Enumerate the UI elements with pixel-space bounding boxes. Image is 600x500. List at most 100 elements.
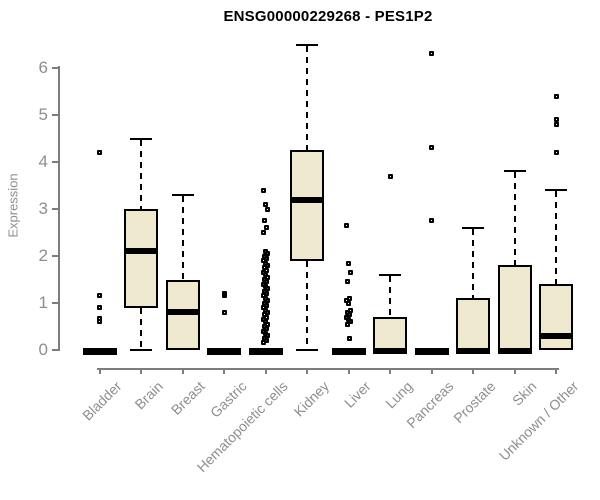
hematopoietic-cells-outlier [265, 206, 270, 212]
x-tick-prostate [472, 368, 474, 374]
hematopoietic-cells-collapsed-box [248, 348, 283, 355]
y-tick-label-1: 1 [38, 293, 48, 312]
y-tick-label-0: 0 [38, 340, 48, 359]
y-tick-2 [52, 255, 58, 257]
kidney-whisker-cap-upper [296, 43, 318, 46]
hematopoietic-cells-outlier [264, 225, 269, 231]
brain-whisker-lower [140, 307, 142, 349]
hematopoietic-cells-outlier [261, 340, 266, 346]
bladder-outlier [97, 293, 102, 299]
x-tick-skin [513, 368, 516, 374]
breast-median [165, 309, 200, 316]
prostate-median [456, 348, 490, 354]
y-tick-label-5: 5 [38, 105, 48, 124]
hematopoietic-cells-outlier [263, 201, 268, 207]
kidney-whisker-lower [306, 260, 308, 349]
gastric-collapsed-box [207, 348, 241, 355]
unknown-other-whisker-upper [555, 191, 557, 285]
skin-box [497, 265, 532, 350]
hematopoietic-cells-outlier [261, 187, 266, 193]
x-tick-unknown-other [555, 368, 557, 374]
liver-outlier [348, 269, 353, 275]
hematopoietic-cells-outlier [262, 218, 267, 224]
prostate-whisker-cap-upper [462, 226, 484, 229]
x-tick-lung [389, 368, 391, 374]
unknown-other-box [539, 284, 573, 350]
brain-median [124, 248, 158, 255]
unknown-other-whisker-cap-upper [545, 189, 567, 192]
prostate-box [456, 298, 490, 350]
bladder-collapsed-box [82, 348, 117, 355]
brain-whisker-upper [140, 139, 142, 209]
y-tick-1 [52, 302, 58, 304]
x-tick-liver [347, 368, 350, 374]
skin-whisker-upper [513, 172, 516, 266]
bladder-outlier [97, 150, 102, 156]
kidney-box [290, 150, 324, 261]
brain-whisker-cap-upper [130, 137, 152, 140]
liver-collapsed-box [331, 348, 366, 355]
y-tick-label-4: 4 [38, 152, 48, 171]
y-tick-6 [52, 67, 58, 69]
x-label-lung: Lung [381, 378, 416, 412]
bladder-outlier [97, 305, 102, 311]
x-axis-line [97, 368, 559, 370]
skin-median [497, 348, 532, 354]
x-tick-gastric [223, 368, 225, 374]
x-tick-kidney [306, 368, 308, 374]
x-label-breast: Breast [167, 378, 208, 418]
liver-outlier [345, 279, 350, 285]
lung-whisker-upper [389, 275, 391, 318]
kidney-median [290, 196, 324, 203]
x-label-unknown-other: Unknown / Other [495, 378, 582, 464]
liver-outlier [344, 222, 349, 228]
liver-outlier [346, 260, 351, 266]
chart-title: ENSG00000229268 - PES1P2 [223, 8, 433, 25]
breast-whisker-upper [181, 195, 184, 280]
y-tick-5 [52, 114, 58, 116]
gastric-outlier [221, 293, 227, 299]
brain-box [124, 209, 158, 308]
y-axis-line [58, 66, 60, 351]
y-tick-label-6: 6 [38, 58, 48, 77]
unknown-other-outlier [553, 93, 559, 99]
lung-median [373, 348, 407, 354]
bladder-outlier [97, 319, 102, 325]
skin-whisker-cap-upper [503, 170, 526, 173]
pancreas-collapsed-box [414, 348, 449, 355]
unknown-other-outlier [553, 121, 559, 127]
y-tick-label-3: 3 [38, 199, 48, 218]
liver-outlier [346, 300, 351, 306]
pancreas-outlier [429, 145, 434, 151]
y-tick-0 [52, 349, 58, 351]
x-tick-brain [140, 368, 142, 374]
prostate-whisker-upper [472, 228, 474, 299]
liver-outlier [347, 335, 352, 341]
pancreas-outlier [429, 218, 434, 224]
lung-whisker-cap-upper [379, 273, 401, 276]
liver-outlier [345, 321, 350, 327]
y-tick-3 [52, 208, 58, 210]
x-label-brain: Brain [131, 378, 167, 413]
lung-outlier [387, 173, 393, 179]
breast-whisker-cap-upper [171, 193, 194, 196]
kidney-whisker-upper [306, 45, 308, 151]
x-tick-breast [181, 368, 184, 374]
x-tick-pancreas [430, 368, 433, 374]
unknown-other-median [539, 332, 573, 339]
y-tick-4 [52, 161, 58, 163]
hematopoietic-cells-outlier [261, 230, 266, 235]
pancreas-outlier [429, 51, 434, 57]
gastric-outlier [221, 309, 227, 315]
kidney-whisker-cap-lower [296, 349, 318, 351]
x-label-kidney: Kidney [290, 378, 333, 420]
x-tick-hematopoietic-cells [264, 368, 267, 374]
unknown-other-outlier [553, 150, 559, 156]
x-label-liver: Liver [341, 378, 374, 411]
brain-whisker-cap-lower [130, 349, 152, 351]
x-label-skin: Skin [509, 378, 540, 409]
x-tick-bladder [98, 368, 101, 374]
y-tick-label-2: 2 [38, 246, 48, 265]
x-label-prostate: Prostate [450, 378, 499, 427]
